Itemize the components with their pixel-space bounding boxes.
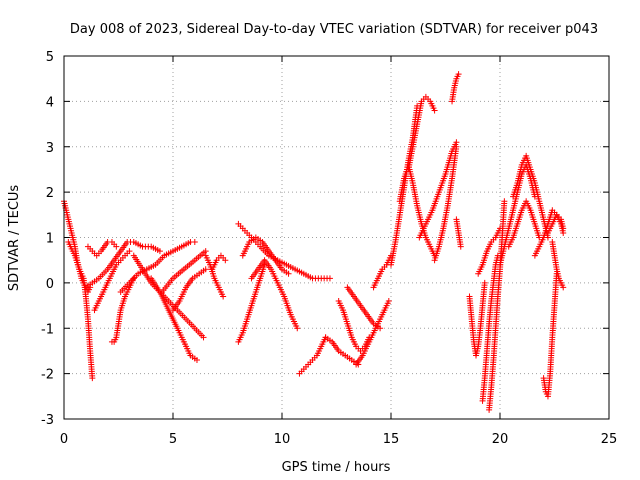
series-arc-4 bbox=[84, 239, 120, 259]
data-point bbox=[385, 298, 392, 305]
series-arc-19 bbox=[322, 334, 362, 368]
series-arc-5 bbox=[91, 248, 133, 314]
data-point bbox=[191, 239, 198, 246]
data-point bbox=[202, 266, 209, 273]
series-arc-11 bbox=[170, 266, 209, 314]
series-arc-10 bbox=[159, 248, 209, 295]
series-arc-13 bbox=[209, 252, 229, 273]
data-point bbox=[200, 334, 207, 341]
grid-lines bbox=[64, 56, 609, 419]
y-tick-label: -2 bbox=[41, 368, 54, 383]
series-arc-26 bbox=[405, 93, 438, 173]
chart-title: Day 008 of 2023, Sidereal Day-to-day VTE… bbox=[70, 22, 598, 37]
series-arc-18 bbox=[296, 334, 329, 377]
data-point bbox=[89, 375, 96, 382]
y-tick-label: -3 bbox=[41, 413, 54, 428]
series-arc-9 bbox=[148, 275, 200, 364]
series-arc-30 bbox=[453, 216, 464, 250]
data-point bbox=[453, 143, 460, 150]
data-points bbox=[61, 71, 567, 413]
data-point bbox=[130, 275, 137, 282]
y-tick-label: 3 bbox=[46, 141, 54, 156]
data-point bbox=[126, 248, 133, 255]
y-tick-label: 0 bbox=[46, 277, 54, 292]
data-point bbox=[457, 243, 464, 250]
series-arc-41 bbox=[544, 211, 567, 236]
y-tick-label: 2 bbox=[46, 186, 54, 201]
y-tick-label: 4 bbox=[46, 95, 54, 110]
x-tick-label: 10 bbox=[274, 432, 291, 447]
y-tick-label: 1 bbox=[46, 232, 54, 247]
x-tick-label: 5 bbox=[169, 432, 177, 447]
x-axis-label: GPS time / hours bbox=[282, 460, 391, 475]
y-tick-label: 5 bbox=[46, 50, 54, 65]
data-point bbox=[220, 293, 227, 300]
data-point bbox=[156, 248, 163, 255]
data-point bbox=[560, 225, 567, 232]
series-arc-32 bbox=[475, 225, 503, 277]
data-point bbox=[455, 71, 462, 78]
data-point bbox=[560, 284, 567, 291]
series-arc-21 bbox=[344, 284, 384, 332]
tick-labels: 0 5 10 15 20 25 -3 -2 -1 0 1 2 3 4 5 bbox=[41, 50, 617, 447]
x-tick-label: 20 bbox=[492, 432, 509, 447]
series-arc-17 bbox=[248, 257, 301, 332]
data-point bbox=[501, 198, 508, 205]
series-arc-25 bbox=[396, 161, 438, 259]
series-arc-29 bbox=[449, 71, 462, 105]
x-tick-label: 0 bbox=[60, 432, 68, 447]
series-arc-36 bbox=[505, 198, 543, 250]
series-arc-27 bbox=[416, 139, 460, 241]
data-point bbox=[294, 325, 301, 332]
data-point bbox=[326, 275, 333, 282]
data-point bbox=[481, 279, 488, 286]
x-tick-label: 15 bbox=[383, 432, 400, 447]
data-point bbox=[285, 270, 292, 277]
series-arc-22 bbox=[353, 298, 392, 368]
series-arc-37 bbox=[510, 152, 551, 241]
series-arc-28 bbox=[431, 143, 460, 264]
x-tick-label: 25 bbox=[601, 432, 618, 447]
data-point bbox=[193, 357, 200, 364]
data-point bbox=[431, 107, 438, 114]
series-arc-3 bbox=[82, 239, 163, 291]
y-axis-label: SDTVAR / TECUs bbox=[7, 185, 22, 292]
series-arc-33 bbox=[479, 252, 501, 404]
data-point bbox=[113, 243, 120, 250]
plot-frame bbox=[63, 55, 610, 420]
series-arc-31 bbox=[466, 279, 488, 359]
data-point bbox=[222, 257, 229, 264]
series-arc-7 bbox=[117, 239, 198, 295]
y-tick-label: -1 bbox=[41, 322, 54, 337]
series-arc-40 bbox=[549, 239, 567, 291]
series-arc-16 bbox=[239, 234, 292, 277]
series-arc-15 bbox=[235, 261, 268, 345]
